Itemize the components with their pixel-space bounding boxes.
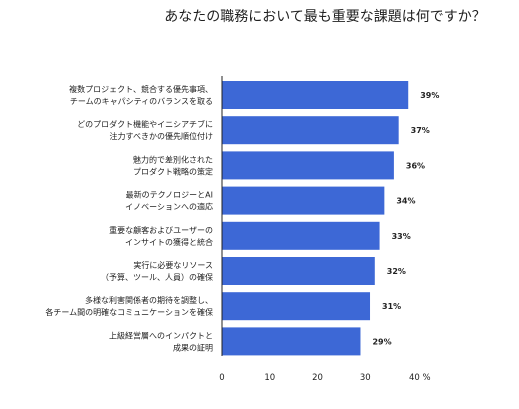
x-tick-label-5: 40 % xyxy=(409,373,431,383)
value-label-5: 33% xyxy=(392,232,411,241)
category-label-8-line-2: 成果の証明 xyxy=(173,342,213,352)
bar-8 xyxy=(222,327,361,356)
bar-5 xyxy=(222,221,380,250)
category-label-3-line-1: 魅力的で差別化された xyxy=(133,154,213,164)
category-label-4: 最新のテクノロジーとAI イノベーションへの適応 xyxy=(125,190,213,212)
category-label-6-line-1: 実行に必要なリソース xyxy=(133,260,213,270)
bars-layer xyxy=(222,81,409,356)
value-label-7: 31% xyxy=(382,302,401,311)
value-label-3: 36% xyxy=(406,161,425,170)
value-label-2: 37% xyxy=(411,126,430,135)
category-label-2-line-1: どのプロダクト機能やイニシアチブに xyxy=(77,119,213,129)
category-label-7: 多様な利害関係者の期待を調整し、各チーム間の明確なコミュニケーションを確保 xyxy=(45,295,213,317)
value-label-8: 29% xyxy=(372,337,391,346)
value-label-1: 39% xyxy=(420,91,439,100)
x-tick-label-1: 0 xyxy=(219,373,224,383)
bar-1 xyxy=(222,81,409,109)
x-axis: 0 10 20 30 40 % xyxy=(219,76,431,383)
value-labels: 39% 37% 36% 34% 33% 32% 31% 29% xyxy=(372,91,439,346)
value-label-6: 32% xyxy=(387,267,406,276)
bar-2 xyxy=(222,116,399,145)
category-label-6: 実行に必要なリソース （予算、ツール、人員）の確保 xyxy=(101,260,213,282)
category-label-1-line-1: 複数プロジェクト、競合する優先事項、 xyxy=(69,84,213,94)
x-tick-label-4: 30 xyxy=(360,373,371,383)
chart-title: あなたの職務において最も重要な課題は何ですか？ xyxy=(164,9,486,25)
category-label-4-line-2: イノベーションへの適応 xyxy=(125,202,213,212)
category-label-6-line-2: （予算、ツール、人員）の確保 xyxy=(101,272,213,282)
category-label-4-line-1: 最新のテクノロジーとAI xyxy=(126,190,213,200)
category-label-1: 複数プロジェクト、競合する優先事項、チームのキャパシティのバランスを取る xyxy=(69,84,213,106)
category-labels: 複数プロジェクト、競合する優先事項、チームのキャパシティのバランスを取るどのプロ… xyxy=(45,84,213,352)
bar-7 xyxy=(222,292,371,321)
bar-3 xyxy=(222,151,394,180)
category-label-8-line-1: 上級経営層へのインパクトと xyxy=(109,330,213,340)
x-tick-label-3: 20 xyxy=(312,373,323,383)
bar-6 xyxy=(222,257,375,285)
x-tick-label-2: 10 xyxy=(264,373,275,383)
value-label-4: 34% xyxy=(396,197,415,206)
category-label-3-line-2: プロダクト戦略の策定 xyxy=(133,166,213,176)
category-label-5-line-1: 重要な顧客およびユーザーの xyxy=(109,225,213,235)
bar-4 xyxy=(222,186,385,215)
category-label-7-line-2: 各チーム間の明確なコミュニケーションを確保 xyxy=(45,307,213,317)
category-label-1-line-2: チームのキャパシティのバランスを取る xyxy=(70,97,213,106)
category-label-5-line-2: インサイトの獲得と統合 xyxy=(125,237,213,247)
category-label-2-line-2: 注力すべきかの優先順位付け xyxy=(110,131,213,141)
category-label-7-line-1: 多様な利害関係者の期待を調整し、 xyxy=(85,295,213,305)
